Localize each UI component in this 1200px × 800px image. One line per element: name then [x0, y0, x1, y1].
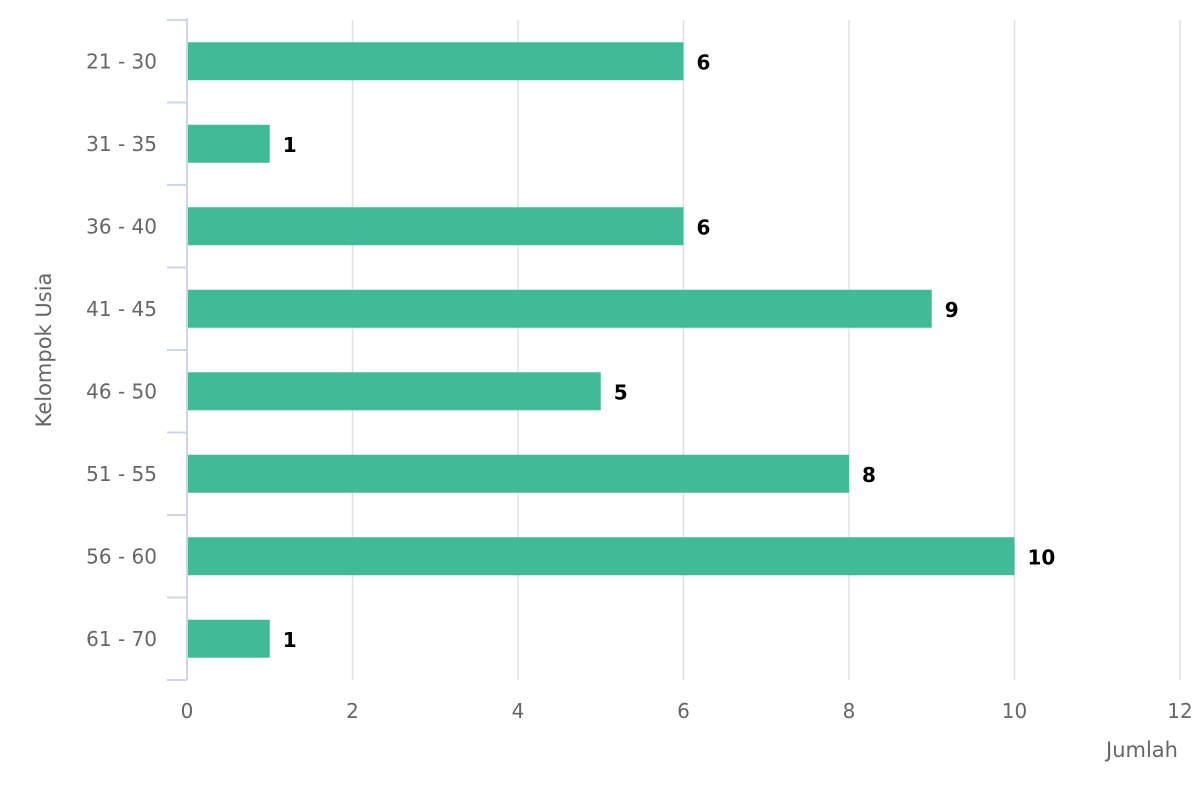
y-category-label: 61 - 70 — [86, 627, 157, 651]
bars — [188, 42, 1015, 658]
y-category-label: 31 - 35 — [86, 132, 157, 156]
bar — [188, 42, 684, 81]
data-label: 6 — [697, 50, 711, 74]
bar — [188, 619, 270, 658]
bar — [188, 372, 601, 411]
bar — [188, 289, 932, 328]
x-tick-label: 12 — [1167, 699, 1192, 723]
data-label: 9 — [945, 298, 959, 322]
data-label: 10 — [1028, 545, 1056, 569]
y-category-label: 51 - 55 — [86, 462, 157, 486]
x-tick-label: 8 — [843, 699, 856, 723]
bar — [188, 454, 849, 493]
y-category-label: 46 - 50 — [86, 379, 157, 403]
y-category-label: 41 - 45 — [86, 297, 157, 321]
gridlines — [351, 20, 1181, 680]
x-tick-label: 4 — [512, 699, 525, 723]
axes — [167, 18, 188, 681]
data-label: 8 — [862, 463, 876, 487]
labels: 0 2 4 6 8 10 12 6 21 - 30 1 31 - 35 6 36 - 40 9 41 - 4… — [86, 49, 1193, 723]
data-label: 6 — [697, 215, 711, 239]
x-tick-label: 2 — [346, 699, 359, 723]
data-label: 5 — [614, 380, 628, 404]
bar — [188, 207, 684, 246]
y-category-label: 56 - 60 — [86, 544, 157, 568]
bar — [188, 537, 1015, 576]
data-label: 1 — [283, 628, 297, 652]
y-axis-title: Kelompok Usia — [32, 273, 56, 428]
y-category-label: 36 - 40 — [86, 214, 157, 238]
data-label: 1 — [283, 133, 297, 157]
bar — [188, 124, 270, 163]
x-tick-label: 0 — [181, 699, 194, 723]
x-axis-title: Jumlah — [1104, 738, 1178, 762]
x-tick-label: 6 — [677, 699, 690, 723]
x-tick-label: 10 — [1002, 699, 1027, 723]
y-category-label: 21 - 30 — [86, 49, 157, 73]
